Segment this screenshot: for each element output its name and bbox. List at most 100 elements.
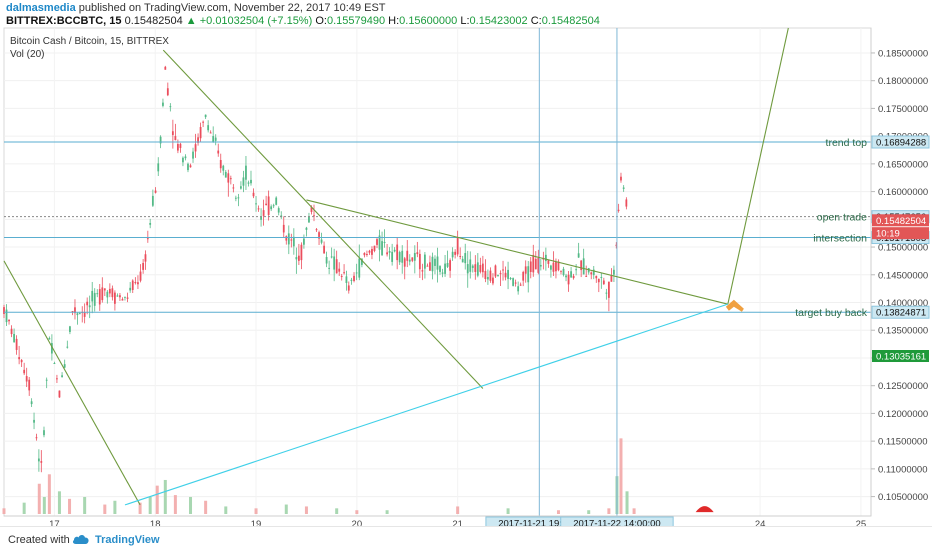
candle-body [250,179,252,184]
candle-body [421,270,424,272]
candle-body [441,272,444,274]
price-chart[interactable]: trend top open trade intersection target bu… [0,0,932,526]
candle-body [330,256,333,258]
y-tick-label: 0.16500000 [878,159,928,170]
candle-body [552,262,555,272]
candle-body [187,163,189,171]
candle-body [209,132,212,134]
candle-body [234,197,237,199]
candle-body [212,136,215,142]
x-tick-label: 25 [856,519,867,526]
candle-body [383,241,386,243]
candle-body [192,151,194,159]
candle-body [532,254,535,273]
candle-body [381,241,383,256]
candle-body [600,276,603,278]
candle-body [456,237,459,255]
candle-body [300,244,303,261]
candle-body [476,262,479,276]
candle-body [159,136,162,144]
candle-body [565,275,567,278]
vertical-marker-badge [560,516,674,526]
candle-body [353,275,355,281]
high-value: 0.15600000 [399,15,458,27]
level-label: trend top [826,137,868,149]
candle-body [471,265,474,268]
candle-body [10,328,13,335]
candle-body [376,239,378,245]
volume-indicator-label: Vol (20) [10,49,44,60]
time-axis[interactable]: 17 18 19 20 21 24 25 [49,519,866,526]
y-tick-label: 0.11000000 [878,464,928,475]
symbol-label: BITTREX:BCCBTC, 15 [6,15,122,27]
price-badge-value: 0.13035161 [876,352,926,363]
trendline [162,49,484,389]
candle-body [560,270,562,272]
volume-bar [632,508,636,514]
candle-body [499,273,502,275]
candle-body [240,186,242,189]
candle-body [328,267,331,269]
candle-body [335,259,338,274]
candle-body [131,280,134,290]
volume-bar [138,502,142,514]
candle-body [434,258,436,266]
candle-body [444,263,446,274]
candle-body [446,262,449,267]
tradingview-cloud-icon[interactable] [72,533,90,545]
candle-body [534,258,537,270]
candle-body [408,259,411,262]
level-badge [871,305,930,319]
volume-bar [385,510,389,514]
tradingview-brand[interactable]: TradingView [95,534,160,546]
candle-body [119,295,121,298]
volume-bar [113,500,117,514]
ohlc-line: BITTREX:BCCBTC, 15 0.15482504 ▲ +0.01032… [6,15,600,27]
high-label: H: [388,15,400,27]
volume-bar [22,502,26,514]
candle-body [567,274,570,285]
candle-body [224,171,227,178]
y-tick-label: 0.14500000 [878,270,928,281]
candle-body [292,236,295,247]
candle-body [30,401,33,405]
candle-body [625,199,628,207]
candle-body [108,288,111,294]
candle-body [497,274,499,276]
candle-body [179,143,182,148]
candle-body [338,268,341,272]
volume-bar [556,510,560,514]
candle-body [139,271,142,281]
candle-body [620,176,622,181]
candle-body [257,208,260,210]
candle-body [287,233,290,245]
candle-body [242,177,245,186]
candle-body [562,268,565,276]
x-tick-label: 19 [251,519,262,526]
price-badge-value: 0.15482504 [876,216,926,227]
candle-body [111,288,114,298]
publisher-name[interactable]: dalmasmedia [6,2,76,14]
candle-body [519,284,522,286]
volume-bar [625,491,629,514]
candle-body [260,216,262,220]
candle-body [96,293,99,295]
candle-body [418,253,421,270]
candle-body [469,259,472,272]
candle-body [590,272,593,275]
trendline [124,303,729,506]
price-axis[interactable]: 0.185000000.180000000.175000000.17000000… [871,48,928,503]
candle-body [295,257,298,260]
orange-arrow-marker [725,299,744,312]
candle-body [18,357,21,360]
candle-body [101,287,104,301]
candle-body [363,252,366,256]
candle-body [28,379,31,391]
candle-body [350,279,353,281]
candle-body [610,275,613,282]
candle-body [37,458,40,462]
candle-body [83,312,86,317]
y-tick-label: 0.10500000 [878,492,928,503]
candle-body [396,244,399,261]
